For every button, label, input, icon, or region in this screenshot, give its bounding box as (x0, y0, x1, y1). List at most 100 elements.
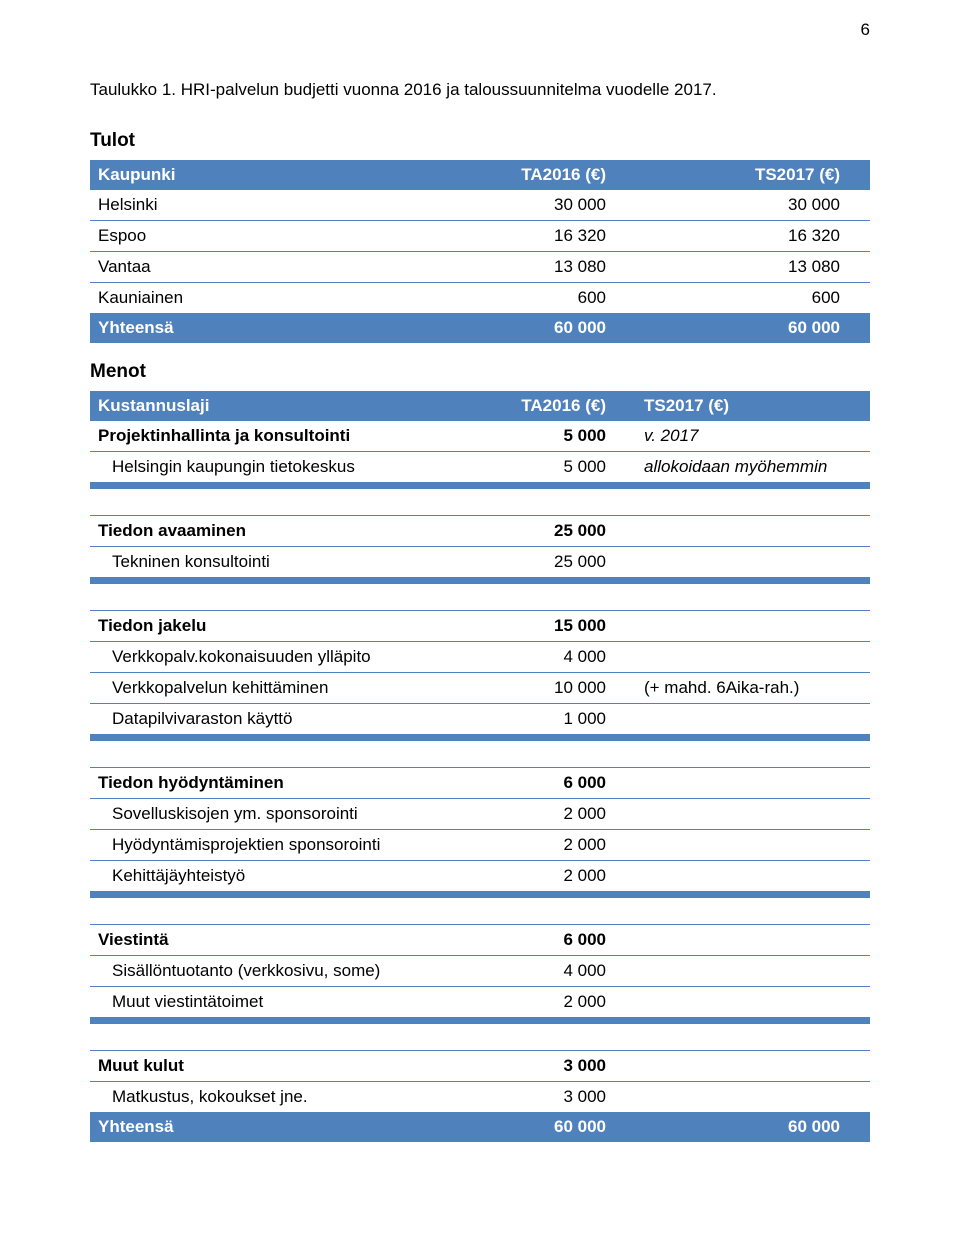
cell: v. 2017 (636, 421, 870, 452)
cell (636, 956, 870, 987)
cell: Muut kulut (90, 1051, 464, 1082)
cell: 2 000 (464, 861, 636, 892)
cell: Muut viestintätoimet (90, 987, 464, 1018)
table-menot: Kustannuslaji TA2016 (€) TS2017 (€) Proj… (90, 391, 870, 1142)
cell (636, 611, 870, 642)
cell (636, 1082, 870, 1113)
header-cell: TA2016 (€) (464, 391, 636, 421)
table-row: Matkustus, kokoukset jne. 3 000 (90, 1082, 870, 1113)
section-title-row: Tiedon jakelu 15 000 (90, 611, 870, 642)
section-title-menot: Menot (90, 361, 870, 383)
cell (636, 830, 870, 861)
cell: 16 320 (636, 221, 870, 252)
cell: Espoo (90, 221, 464, 252)
table-header-row: Kaupunki TA2016 (€) TS2017 (€) (90, 160, 870, 190)
cell: Tiedon hyödyntäminen (90, 768, 464, 799)
cell: 16 320 (464, 221, 636, 252)
table-row: Kehittäjäyhteistyö 2 000 (90, 861, 870, 892)
table-row: Muut viestintätoimet 2 000 (90, 987, 870, 1018)
table-header-row: Kustannuslaji TA2016 (€) TS2017 (€) (90, 391, 870, 421)
cell: 6 000 (464, 925, 636, 956)
cell: Helsingin kaupungin tietokeskus (90, 452, 464, 483)
cell: 4 000 (464, 642, 636, 673)
table-row: Sovelluskisojen ym. sponsorointi 2 000 (90, 799, 870, 830)
cell: Verkkopalvelun kehittäminen (90, 673, 464, 704)
cell: Kauniainen (90, 283, 464, 314)
spacer-row (90, 1024, 870, 1051)
cell: Datapilvivaraston käyttö (90, 704, 464, 735)
table-row: Datapilvivaraston käyttö 1 000 (90, 704, 870, 735)
cell: 5 000 (464, 452, 636, 483)
cell: Tiedon avaaminen (90, 516, 464, 547)
cell: 30 000 (464, 190, 636, 221)
cell: 60 000 (636, 1112, 870, 1142)
spacer-row (90, 489, 870, 516)
cell: 3 000 (464, 1051, 636, 1082)
cell: 25 000 (464, 516, 636, 547)
table-row: Kauniainen 600 600 (90, 283, 870, 314)
cell: allokoidaan myöhemmin (636, 452, 870, 483)
spacer-row (90, 898, 870, 925)
header-cell: TA2016 (€) (464, 160, 636, 190)
table-total-row: Yhteensä 60 000 60 000 (90, 313, 870, 343)
cell: 6 000 (464, 768, 636, 799)
cell (636, 768, 870, 799)
table-total-row: Yhteensä 60 000 60 000 (90, 1112, 870, 1142)
cell: Tekninen konsultointi (90, 547, 464, 578)
cell (636, 799, 870, 830)
cell: 60 000 (464, 313, 636, 343)
cell (636, 987, 870, 1018)
table-row: Sisällöntuotanto (verkkosivu, some) 4 00… (90, 956, 870, 987)
cell: 4 000 (464, 956, 636, 987)
table-row: Verkkopalvelun kehittäminen 10 000 (+ ma… (90, 673, 870, 704)
cell: 2 000 (464, 799, 636, 830)
section-title-row: Tiedon avaaminen 25 000 (90, 516, 870, 547)
cell: Kehittäjäyhteistyö (90, 861, 464, 892)
cell: 15 000 (464, 611, 636, 642)
table-row: Espoo 16 320 16 320 (90, 221, 870, 252)
table-row: Helsinki 30 000 30 000 (90, 190, 870, 221)
cell: 1 000 (464, 704, 636, 735)
cell: 2 000 (464, 987, 636, 1018)
cell: 30 000 (636, 190, 870, 221)
section-title-row: Projektinhallinta ja konsultointi 5 000 … (90, 421, 870, 452)
cell: 60 000 (464, 1112, 636, 1142)
cell: 60 000 (636, 313, 870, 343)
cell: Viestintä (90, 925, 464, 956)
spacer-row (90, 584, 870, 611)
header-cell: Kustannuslaji (90, 391, 464, 421)
intro-text: Taulukko 1. HRI-palvelun budjetti vuonna… (90, 80, 870, 100)
cell: Projektinhallinta ja konsultointi (90, 421, 464, 452)
cell (636, 1051, 870, 1082)
cell: Yhteensä (90, 1112, 464, 1142)
cell: 600 (636, 283, 870, 314)
cell: Yhteensä (90, 313, 464, 343)
cell: (+ mahd. 6Aika-rah.) (636, 673, 870, 704)
section-title-tulot: Tulot (90, 130, 870, 152)
page-number: 6 (861, 20, 870, 40)
cell: Tiedon jakelu (90, 611, 464, 642)
cell (636, 704, 870, 735)
table-row: Vantaa 13 080 13 080 (90, 252, 870, 283)
cell: 600 (464, 283, 636, 314)
table-tulot: Kaupunki TA2016 (€) TS2017 (€) Helsinki … (90, 160, 870, 343)
cell (636, 547, 870, 578)
header-cell: TS2017 (€) (636, 391, 870, 421)
cell: 5 000 (464, 421, 636, 452)
cell: 2 000 (464, 830, 636, 861)
cell: Helsinki (90, 190, 464, 221)
table-row: Tekninen konsultointi 25 000 (90, 547, 870, 578)
cell: 3 000 (464, 1082, 636, 1113)
cell: Sisällöntuotanto (verkkosivu, some) (90, 956, 464, 987)
cell (636, 516, 870, 547)
cell: 25 000 (464, 547, 636, 578)
header-cell: TS2017 (€) (636, 160, 870, 190)
table-row: Helsingin kaupungin tietokeskus 5 000 al… (90, 452, 870, 483)
table-row: Verkkopalv.kokonaisuuden ylläpito 4 000 (90, 642, 870, 673)
cell: Hyödyntämisprojektien sponsorointi (90, 830, 464, 861)
cell: Matkustus, kokoukset jne. (90, 1082, 464, 1113)
cell: Vantaa (90, 252, 464, 283)
spacer-row (90, 741, 870, 768)
cell (636, 861, 870, 892)
section-title-row: Viestintä 6 000 (90, 925, 870, 956)
